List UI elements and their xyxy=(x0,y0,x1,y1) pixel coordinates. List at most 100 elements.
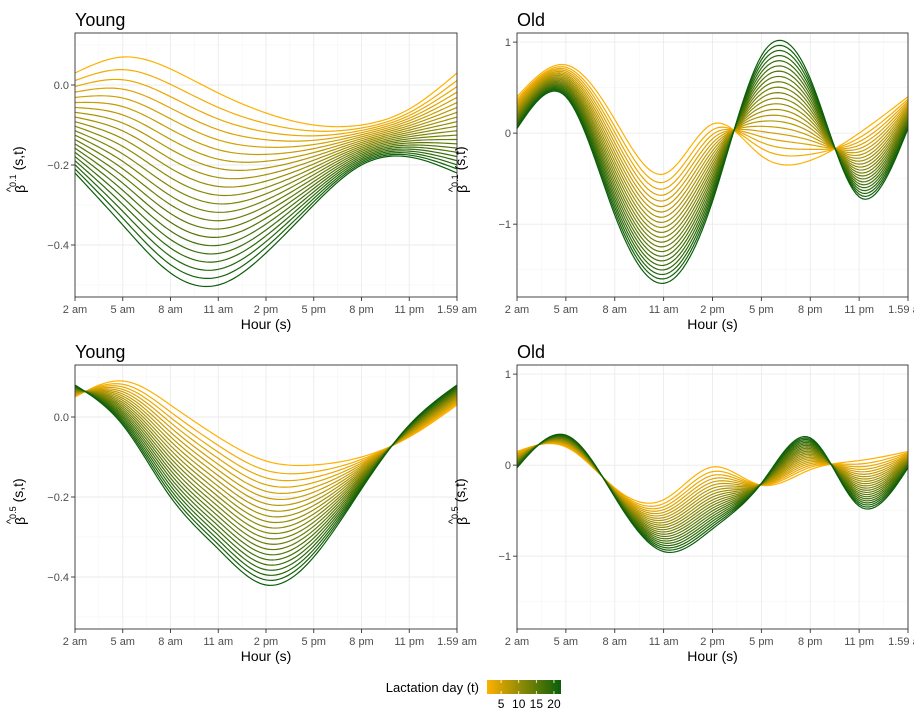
series-line-t10 xyxy=(516,77,909,229)
y-axis-label: ^β0.1 (s,t) xyxy=(5,146,28,193)
y-axis-label-suffix: (s,t) xyxy=(10,146,26,170)
series-line-t9 xyxy=(74,116,458,180)
series-line-t17 xyxy=(74,146,458,247)
x-tick-label: 8 am xyxy=(158,636,182,648)
series-line-t11 xyxy=(516,78,909,234)
x-tick-label: 2 am xyxy=(63,636,87,648)
x-tick-label: 8 am xyxy=(603,636,627,648)
legend-colorbar xyxy=(487,680,561,694)
y-axis-label-suffix: (s,t) xyxy=(452,478,468,502)
series-line-t12 xyxy=(516,79,909,238)
series-line-t13 xyxy=(516,80,909,243)
y-axis-label-beta: β xyxy=(454,185,470,193)
legend-title: Lactation day (t) xyxy=(386,680,479,695)
x-tick-label: 2 pm xyxy=(254,304,278,316)
y-tick-label: −1 xyxy=(498,219,511,231)
series-line-t4 xyxy=(74,87,458,142)
series-line-t7 xyxy=(516,73,909,213)
x-tick-label: 5 am xyxy=(111,636,135,648)
series-line-t11 xyxy=(74,125,458,197)
x-tick-label: 11 am xyxy=(203,304,233,316)
series-line-t9 xyxy=(516,76,909,223)
series-line-t22 xyxy=(516,39,909,284)
y-tick-label: 1 xyxy=(505,37,511,49)
x-axis-label: Hour (s) xyxy=(687,316,738,332)
y-axis-label-superscript: 0.5 xyxy=(8,506,18,519)
x-axis-label: Hour (s) xyxy=(241,316,292,332)
y-axis-label-beta: β xyxy=(12,185,28,193)
x-tick-label: 1.59 am xyxy=(888,636,914,648)
x-tick-label: 11 pm xyxy=(844,636,874,648)
series-line-t2 xyxy=(516,66,909,184)
x-tick-label: 2 pm xyxy=(254,636,278,648)
series-line-t18 xyxy=(74,148,458,255)
y-axis-label-superscript: 0.1 xyxy=(450,174,460,187)
panel-4: 1 0 −1 2 am 5 am 8 am 11 am 2 pm 5 pm 8 pm 11 pm 1.… xyxy=(447,342,914,664)
y-axis-label: ^β0.5 (s,t) xyxy=(447,478,470,525)
y-axis-label-suffix: (s,t) xyxy=(452,146,468,170)
x-tick-label: 11 pm xyxy=(394,636,424,648)
y-axis-label: ^β0.5 (s,t) xyxy=(5,478,28,525)
x-tick-label: 11 pm xyxy=(844,304,874,316)
y-tick-label: −0.2 xyxy=(47,492,69,504)
legend-tick-label: 5 xyxy=(498,697,505,711)
x-tick-label: 5 am xyxy=(111,304,135,316)
x-tick-label: 8 pm xyxy=(798,636,822,648)
panel-title: Young xyxy=(75,342,125,362)
y-axis-label-hat: ^ xyxy=(447,518,459,524)
panel-title: Old xyxy=(517,342,545,362)
y-tick-label: 0 xyxy=(505,460,511,472)
x-tick-label: 11 pm xyxy=(394,304,424,316)
y-axis-label: ^β0.1 (s,t) xyxy=(447,146,470,193)
x-tick-label: 8 am xyxy=(158,304,182,316)
series-line-t15 xyxy=(74,142,458,230)
x-tick-label: 1.59 am xyxy=(888,304,914,316)
series-line-t1 xyxy=(74,56,458,128)
series-line-t1 xyxy=(516,63,909,176)
y-tick-label: −0.4 xyxy=(47,572,69,584)
series-line-t22 xyxy=(74,384,458,586)
x-tick-label: 5 pm xyxy=(302,304,326,316)
series-line-t10 xyxy=(74,121,458,188)
x-tick-label: 5 am xyxy=(554,636,578,648)
series-line-t3 xyxy=(74,78,458,137)
series-line-t13 xyxy=(74,134,458,213)
x-tick-label: 8 pm xyxy=(349,304,373,316)
y-tick-label: 0.0 xyxy=(54,80,69,92)
legend-tick-label: 10 xyxy=(512,697,526,711)
y-tick-label: −0.2 xyxy=(47,160,69,172)
series-line-t5 xyxy=(516,70,909,202)
y-tick-label: −0.4 xyxy=(47,240,69,252)
x-tick-label: 1.59 am xyxy=(437,304,477,316)
series-line-t22 xyxy=(74,155,458,288)
series-line-t14 xyxy=(74,138,457,222)
x-tick-label: 11 am xyxy=(649,636,679,648)
series-line-t2 xyxy=(74,69,458,132)
y-axis-label-beta: β xyxy=(12,517,28,525)
y-tick-label: 0.0 xyxy=(54,412,69,424)
series-line-t12 xyxy=(74,130,458,205)
x-tick-label: 2 am xyxy=(505,636,529,648)
x-axis-label: Hour (s) xyxy=(687,648,738,664)
legend-tick-label: 20 xyxy=(547,697,561,711)
series-line-t21 xyxy=(74,153,458,280)
legend: Lactation day (t) 5 10 15 20 xyxy=(386,680,561,711)
panel-title: Young xyxy=(75,10,125,30)
y-tick-label: 0 xyxy=(505,128,511,140)
y-axis-label-superscript: 0.5 xyxy=(450,506,460,519)
x-tick-label: 5 pm xyxy=(749,304,773,316)
x-tick-label: 5 pm xyxy=(302,636,326,648)
panel-3: 0.0 −0.2 −0.4 2 am 5 am 8 am 11 am 2 pm 5 pm 8 pm… xyxy=(5,342,477,664)
series-line-t8 xyxy=(516,74,909,218)
x-tick-label: 8 am xyxy=(603,304,627,316)
series-line-t16 xyxy=(74,144,458,238)
x-tick-label: 5 am xyxy=(554,304,578,316)
panel-title: Old xyxy=(517,10,545,30)
y-axis-label-hat: ^ xyxy=(5,186,17,192)
y-axis-label-suffix: (s,t) xyxy=(10,478,26,502)
x-tick-label: 5 pm xyxy=(749,636,773,648)
x-tick-label: 2 am xyxy=(505,304,529,316)
series-line-t7 xyxy=(74,106,458,163)
